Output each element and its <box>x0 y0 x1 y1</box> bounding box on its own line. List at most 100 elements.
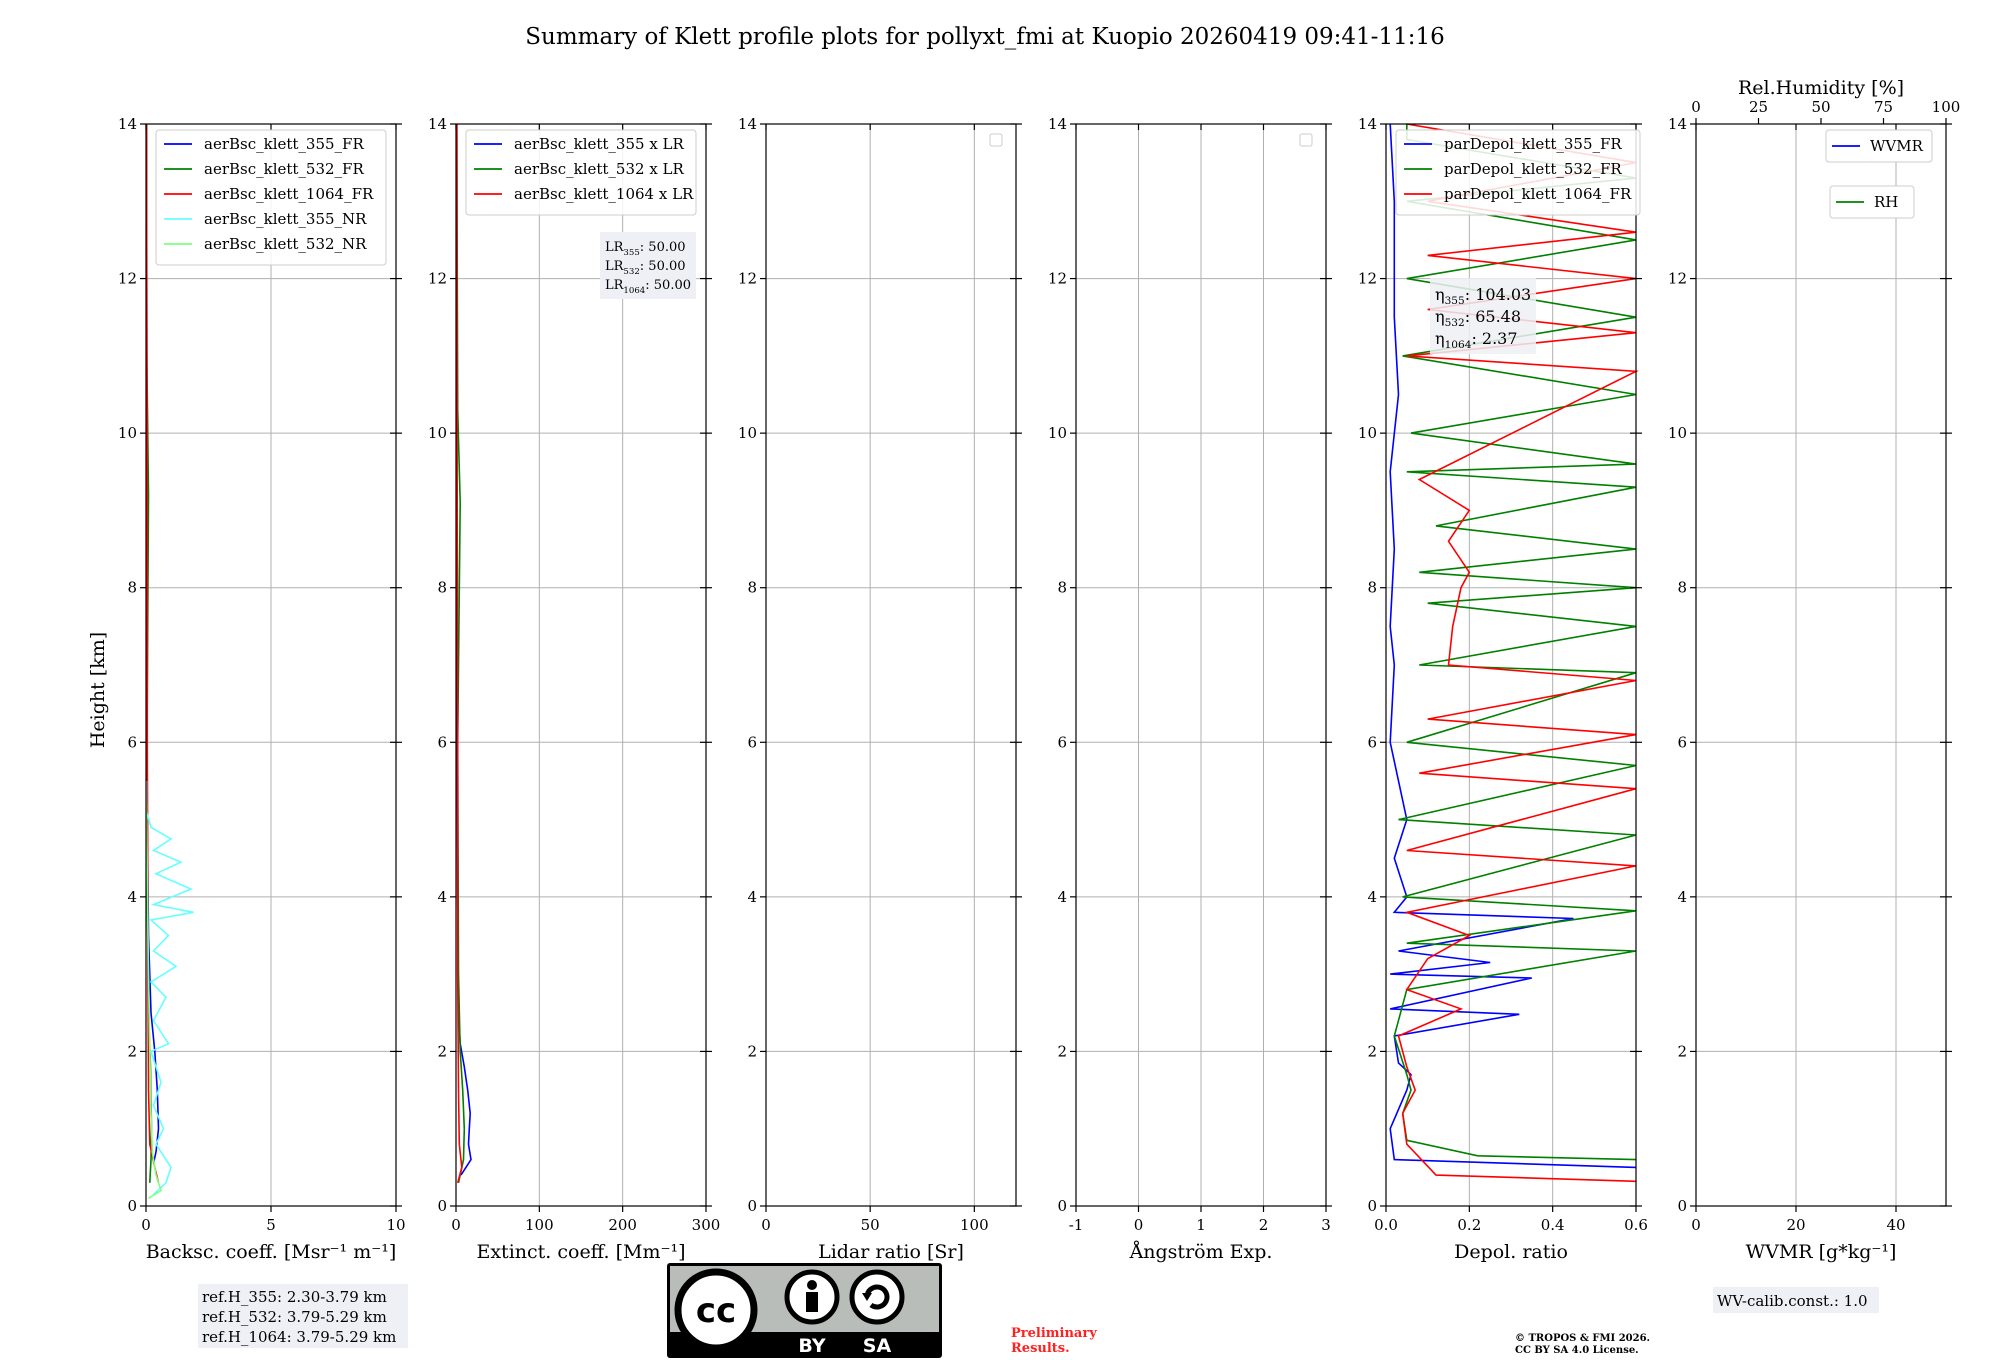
preliminary-line-1: Preliminary <box>1011 1326 1097 1341</box>
y-tick-label: 8 <box>1057 579 1067 597</box>
y-tick-label: 12 <box>738 270 757 288</box>
legend-entry: aerBsc_klett_1064 x LR <box>514 185 694 203</box>
lr-annotation-1064: LR1064: 50.00 <box>605 278 691 296</box>
eta-annotation-355: η355: 104.03 <box>1435 285 1531 307</box>
y-tick-label: 4 <box>437 888 447 906</box>
x-tick-label: 50 <box>861 1216 880 1234</box>
y-tick-label: 10 <box>428 424 447 442</box>
top-x-tick-label: 75 <box>1874 98 1893 116</box>
y-tick-label: 0 <box>747 1197 757 1215</box>
y-tick-label: 12 <box>1358 270 1377 288</box>
x-tick-label: 0 <box>451 1216 461 1234</box>
y-tick-label: 8 <box>1677 579 1687 597</box>
legend-entry: parDepol_klett_355_FR <box>1444 135 1622 153</box>
empty-legend <box>1299 133 1313 147</box>
legend-entry: aerBsc_klett_532_NR <box>204 235 367 253</box>
y-tick-label: 12 <box>118 270 137 288</box>
x-tick-label: -1 <box>1069 1216 1084 1234</box>
figure-title: Summary of Klett profile plots for polly… <box>525 24 1444 50</box>
lr-annotation-box <box>600 232 696 299</box>
y-tick-label: 14 <box>1358 115 1377 133</box>
y-tick-label: 2 <box>747 1042 757 1060</box>
y-tick-label: 2 <box>437 1042 447 1060</box>
preliminary-line-2: Results. <box>1011 1341 1070 1356</box>
legend-entry: aerBsc_klett_532 x LR <box>514 160 685 178</box>
x-axis-label: Depol. ratio <box>1454 1241 1568 1263</box>
x-tick-label: 300 <box>692 1216 721 1234</box>
x-tick-label: 20 <box>1786 1216 1805 1234</box>
legend-box <box>1395 129 1641 216</box>
y-tick-label: 2 <box>1677 1042 1687 1060</box>
x-tick-label: 2 <box>1259 1216 1269 1234</box>
empty-legend <box>989 133 1003 147</box>
x-tick-label: 10 <box>386 1216 405 1234</box>
axes-frame <box>1695 123 1947 1207</box>
series-pardepol-klett-355-fr <box>1389 123 1637 1169</box>
x-tick-label: 0 <box>1691 1216 1701 1234</box>
wv-calib-text: WV-calib.const.: 1.0 <box>1717 1292 1868 1310</box>
panel-1: 0 2 4 6 8 10 12 14 0 5 10 Backsc. coeff. [Msr⁻¹ m⁻¹… <box>118 115 406 1263</box>
x-tick-label: 0 <box>761 1216 771 1234</box>
x-tick-label: 5 <box>266 1216 276 1234</box>
license-by-label: BY <box>798 1335 825 1357</box>
y-tick-label: 4 <box>1057 888 1067 906</box>
y-tick-label: 8 <box>747 579 757 597</box>
y-tick-label: 0 <box>437 1197 447 1215</box>
eta-annotation-532: η532: 65.48 <box>1435 307 1521 329</box>
x-tick-label: 0.4 <box>1541 1216 1565 1234</box>
x-tick-label: 40 <box>1886 1216 1905 1234</box>
y-tick-label: 6 <box>1057 733 1067 751</box>
svg-text:cc: cc <box>696 1291 736 1331</box>
copyright-line-2: CC BY SA 4.0 License. <box>1515 1345 1639 1356</box>
y-tick-label: 10 <box>118 424 137 442</box>
y-tick-label: 0 <box>127 1197 137 1215</box>
y-tick-label: 6 <box>437 733 447 751</box>
y-tick-label: 12 <box>428 270 447 288</box>
top-x-axis-label: Rel.Humidity [%] <box>1738 77 1904 99</box>
legend-entry: aerBsc_klett_355_NR <box>204 210 367 228</box>
y-tick-label: 4 <box>127 888 137 906</box>
axes-frame <box>765 123 1017 1207</box>
x-tick-label: 0 <box>1134 1216 1144 1234</box>
top-x-tick-label: 25 <box>1749 98 1768 116</box>
x-tick-label: 100 <box>960 1216 989 1234</box>
cc-by-sa-logo: cc BY SA <box>667 1263 942 1358</box>
x-tick-label: 200 <box>608 1216 637 1234</box>
x-tick-label: 0.2 <box>1457 1216 1481 1234</box>
series-aerbsc-klett-532-x-lr <box>455 123 466 1183</box>
y-tick-label: 4 <box>747 888 757 906</box>
lr-annotation-355: LR355: 50.00 <box>605 240 686 258</box>
y-tick-label: 6 <box>127 733 137 751</box>
ref-height-532: ref.H_532: 3.79-5.29 km <box>202 1308 387 1326</box>
series-aerbsc-klett-1064-x-lr <box>455 124 463 1184</box>
top-x-tick-label: 50 <box>1811 98 1830 116</box>
legend-box <box>1825 129 1933 163</box>
eta-annotation-box <box>1430 278 1536 354</box>
x-tick-label: 1 <box>1196 1216 1206 1234</box>
x-axis-label: Ångström Exp. <box>1129 1241 1273 1263</box>
ref-height-1064: ref.H_1064: 3.79-5.29 km <box>202 1328 396 1346</box>
series-aerbsc-klett-355-nr <box>145 780 194 1195</box>
panel-3: 0 2 4 6 8 10 12 14 0 50 100 Lidar ratio [Sr] <box>738 115 1022 1263</box>
panel-2: 0 2 4 6 8 10 12 14 0 100 200 300 Extinct. coeff. [Mm… <box>428 115 720 1263</box>
y-tick-label: 10 <box>1048 424 1067 442</box>
ref-heights-box <box>198 1284 408 1348</box>
x-tick-label: 0 <box>141 1216 151 1234</box>
y-tick-label: 2 <box>127 1042 137 1060</box>
y-tick-label: 14 <box>738 115 757 133</box>
wv-calib-box <box>1713 1287 1879 1313</box>
copyright-line-1: © TROPOS & FMI 2026. <box>1515 1333 1650 1344</box>
lr-annotation-532: LR532: 50.00 <box>605 259 686 277</box>
y-tick-label: 8 <box>1367 579 1377 597</box>
x-axis-label: Extinct. coeff. [Mm⁻¹] <box>476 1241 685 1263</box>
sa-share-icon <box>849 1269 905 1325</box>
y-tick-label: 2 <box>1057 1042 1067 1060</box>
series-aerbsc-klett-532-nr <box>145 804 162 1199</box>
y-tick-label: 8 <box>437 579 447 597</box>
legend-entry: aerBsc_klett_355_FR <box>204 135 364 153</box>
axes-frame <box>1385 123 1637 1207</box>
y-tick-label: 14 <box>118 115 137 133</box>
legend-entry: aerBsc_klett_355 x LR <box>514 135 685 153</box>
